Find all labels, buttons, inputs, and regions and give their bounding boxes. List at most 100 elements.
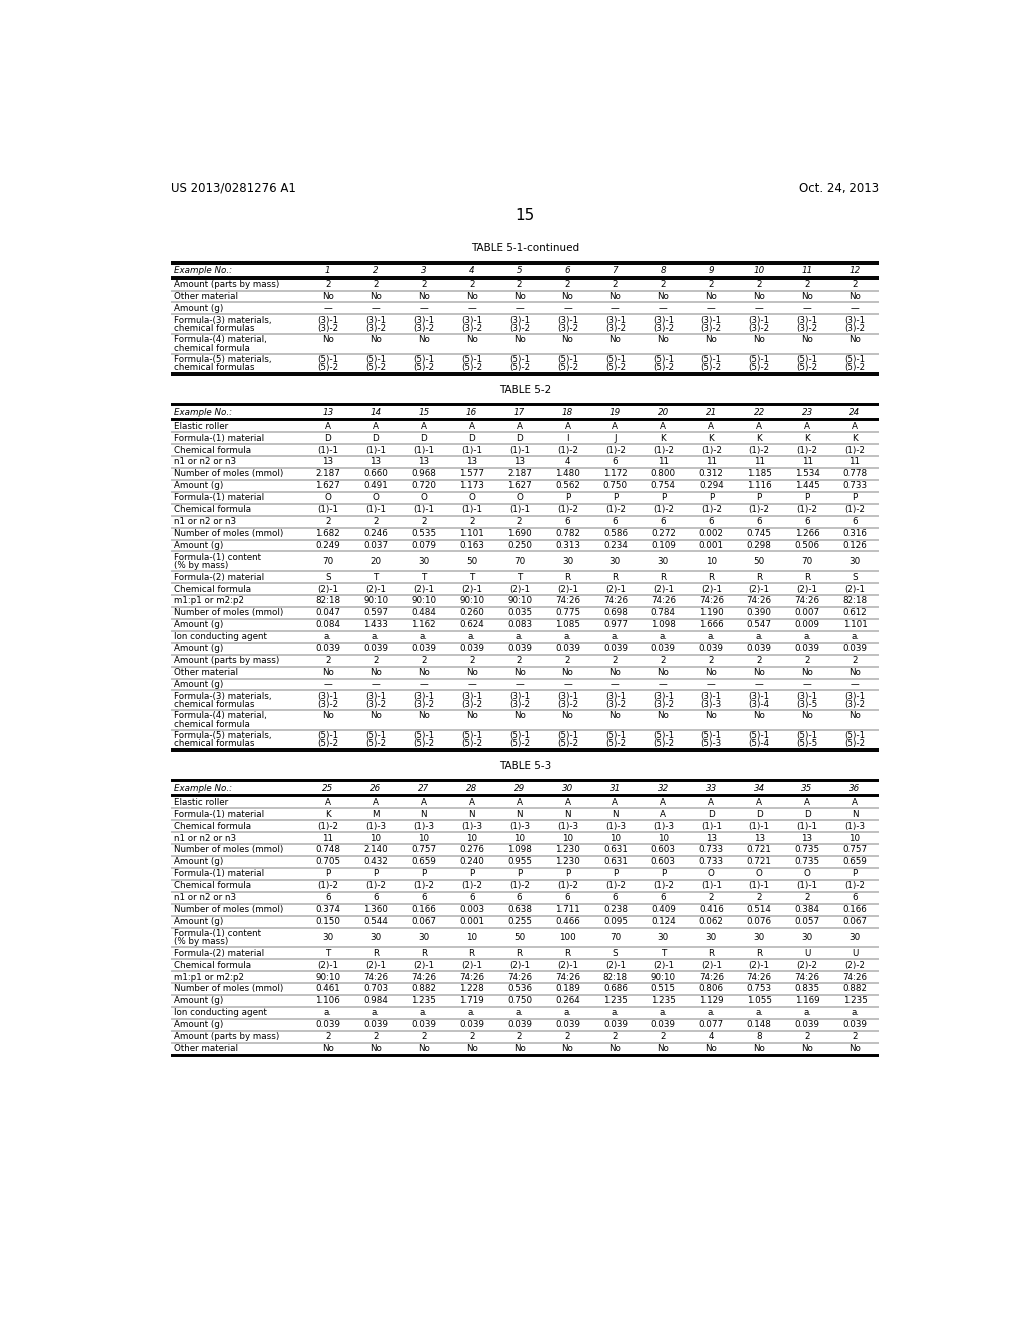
Text: 9: 9 [709,265,714,275]
Text: Formula-(2) material: Formula-(2) material [174,573,264,582]
Text: 0.037: 0.037 [364,541,388,550]
Text: 0.002: 0.002 [698,529,724,539]
Text: (3)-2: (3)-2 [797,323,817,333]
Text: (3)-4: (3)-4 [749,700,770,709]
Text: 10: 10 [706,557,717,566]
Text: 30: 30 [706,933,717,942]
Text: T: T [517,573,522,582]
Text: 15: 15 [515,209,535,223]
Text: (2)-1: (2)-1 [557,961,578,970]
Text: 10: 10 [754,265,765,275]
Text: 82:18: 82:18 [315,597,340,606]
Text: A: A [756,421,762,430]
Text: a.: a. [515,632,523,642]
Text: No: No [370,1044,382,1053]
Text: m1:p1 or m2:p2: m1:p1 or m2:p2 [174,973,244,982]
Text: 32: 32 [657,784,669,792]
Text: 2: 2 [757,894,762,902]
Text: (2)-1: (2)-1 [509,961,530,970]
Text: 0.977: 0.977 [603,620,628,630]
Text: 0.757: 0.757 [843,846,867,854]
Text: (2)-1: (2)-1 [366,961,386,970]
Text: chemical formulas: chemical formulas [174,739,254,748]
Text: 0.698: 0.698 [603,609,628,618]
Text: 0.062: 0.062 [698,917,724,927]
Text: D: D [708,809,715,818]
Text: a.: a. [468,1008,475,1018]
Text: No: No [609,292,622,301]
Text: (3)-1: (3)-1 [366,315,386,325]
Text: Number of moles (mmol): Number of moles (mmol) [174,906,283,915]
Text: (5)-3: (5)-3 [700,739,722,748]
Text: 1.577: 1.577 [459,470,484,478]
Text: 0.039: 0.039 [364,644,388,653]
Text: 2: 2 [469,656,474,665]
Text: 1.098: 1.098 [507,846,532,854]
Text: M: M [372,809,380,818]
Text: —: — [420,304,428,313]
Text: (1)-2: (1)-2 [605,446,626,454]
Text: 11: 11 [754,458,765,466]
Text: 1.055: 1.055 [746,997,772,1006]
Text: (2)-1: (2)-1 [845,585,865,594]
Text: —: — [659,680,668,689]
Text: A: A [325,421,331,430]
Text: No: No [466,1044,477,1053]
Text: No: No [466,292,477,301]
Text: (2)-1: (2)-1 [509,585,530,594]
Text: A: A [325,797,331,807]
Text: 0.255: 0.255 [507,917,532,927]
Text: 0.039: 0.039 [555,644,580,653]
Text: 6: 6 [565,894,570,902]
Text: R: R [709,949,715,957]
Text: 74:26: 74:26 [364,973,388,982]
Text: 0.163: 0.163 [459,541,484,550]
Text: P: P [517,870,522,878]
Text: (3)-2: (3)-2 [749,323,770,333]
Text: —: — [611,680,620,689]
Text: No: No [754,711,765,721]
Text: 25: 25 [323,784,334,792]
Text: No: No [657,668,670,677]
Text: 29: 29 [514,784,525,792]
Text: 0.312: 0.312 [698,470,724,478]
Text: U: U [852,949,858,957]
Text: 70: 70 [323,557,334,566]
Text: (3)-1: (3)-1 [652,315,674,325]
Text: 0.109: 0.109 [651,541,676,550]
Text: 0.084: 0.084 [315,620,340,630]
Text: (1)-3: (1)-3 [557,821,579,830]
Text: (5)-2: (5)-2 [461,363,482,372]
Text: No: No [657,335,670,345]
Text: 2: 2 [709,656,714,665]
Text: 0.238: 0.238 [603,906,628,915]
Text: (1)-3: (1)-3 [605,821,626,830]
Text: 6: 6 [804,517,810,527]
Text: (1)-2: (1)-2 [749,506,770,515]
Text: 0.748: 0.748 [315,846,340,854]
Text: No: No [706,711,717,721]
Text: P: P [852,870,858,878]
Text: No: No [418,292,430,301]
Text: a.: a. [420,1008,428,1018]
Text: —: — [420,680,428,689]
Text: (5)-1: (5)-1 [366,355,386,364]
Text: (% by mass): (% by mass) [174,937,228,946]
Text: (5)-1: (5)-1 [366,731,386,741]
Text: 2: 2 [852,280,858,289]
Text: 0.260: 0.260 [459,609,484,618]
Text: 1.235: 1.235 [651,997,676,1006]
Text: 2: 2 [469,1032,474,1041]
Text: (3)-2: (3)-2 [652,700,674,709]
Text: K: K [852,433,858,442]
Text: No: No [561,668,573,677]
Text: (1)-1: (1)-1 [749,821,770,830]
Text: (3)-2: (3)-2 [509,700,530,709]
Text: chemical formulas: chemical formulas [174,323,254,333]
Text: 2: 2 [612,656,618,665]
Text: —: — [515,304,524,313]
Text: S: S [612,949,618,957]
Text: P: P [326,870,331,878]
Text: R: R [421,949,427,957]
Text: K: K [709,433,714,442]
